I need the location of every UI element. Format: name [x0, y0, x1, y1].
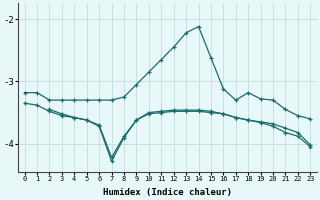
X-axis label: Humidex (Indice chaleur): Humidex (Indice chaleur): [103, 188, 232, 197]
